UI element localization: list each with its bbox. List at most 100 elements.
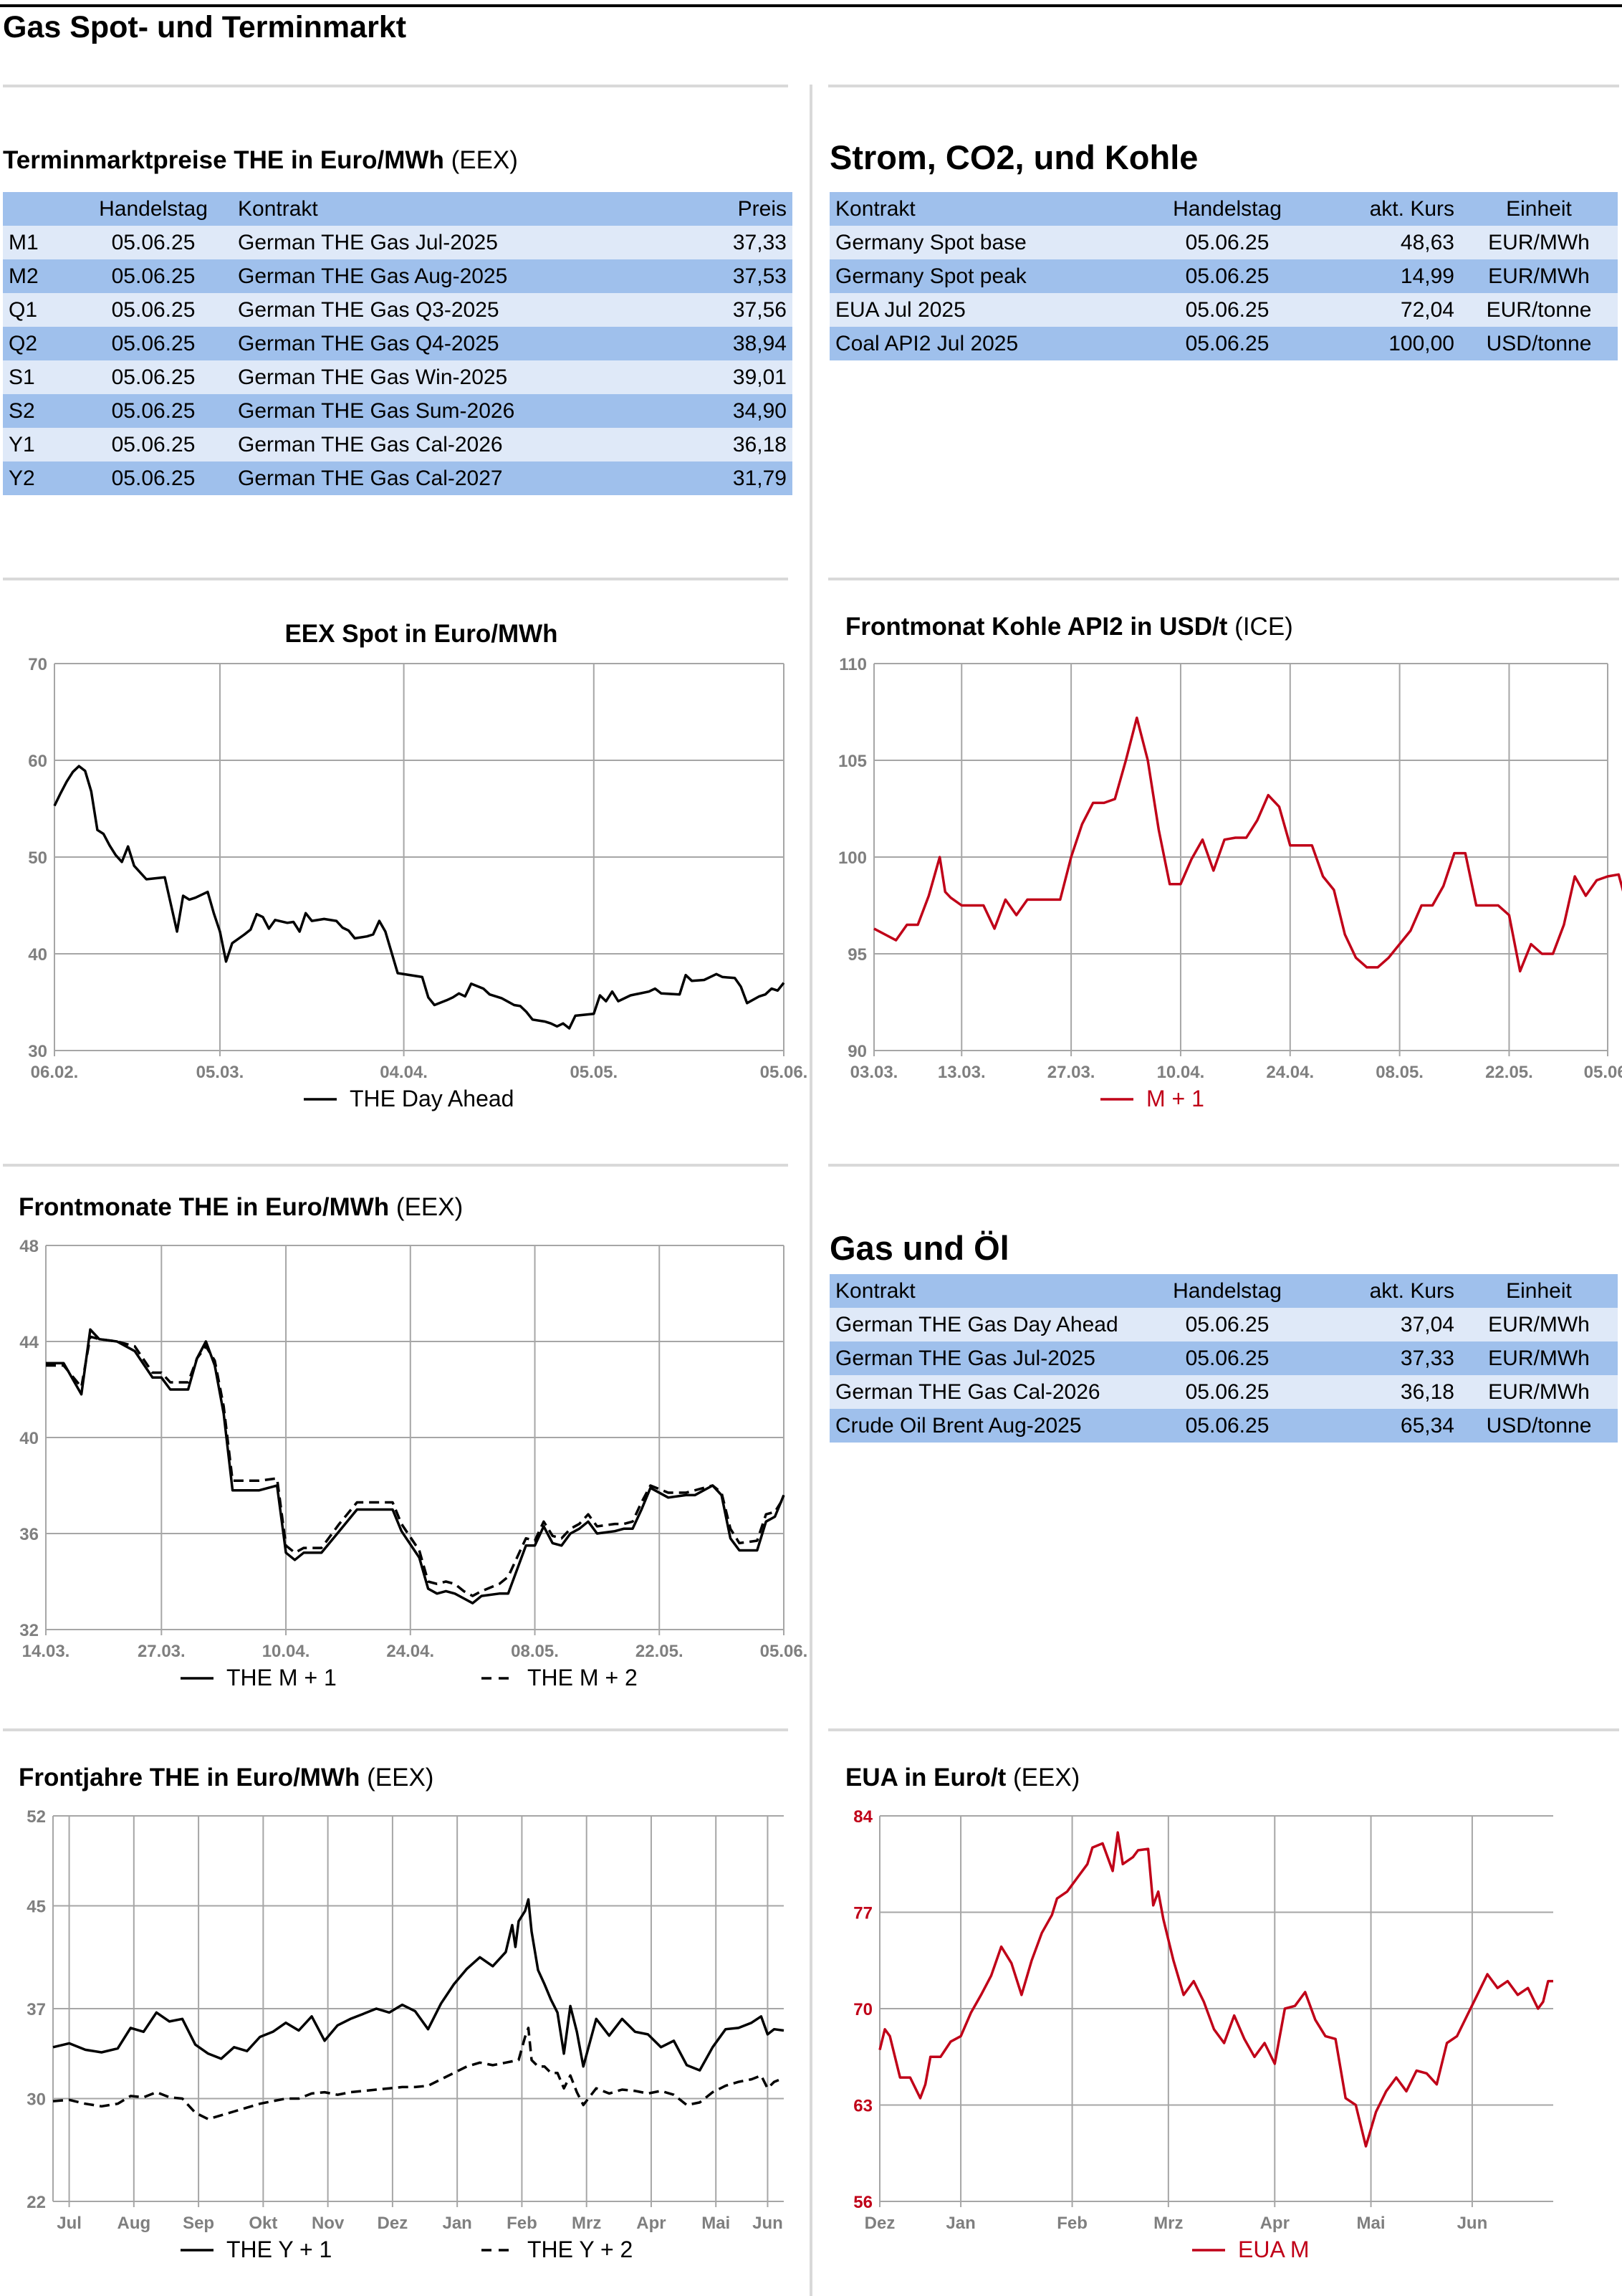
table-cell: German THE Gas Jul-2025	[232, 226, 633, 259]
strom-title: Strom, CO2, und Kohle	[830, 138, 1199, 176]
table-header-row: Kontrakt Handelstag akt. Kurs Einheit	[830, 192, 1618, 226]
x-tick-label: 05.03.	[196, 1063, 244, 1082]
gasoel-table: Kontrakt Handelstag akt. Kurs Einheit Ge…	[830, 1274, 1618, 1443]
x-tick-label: 10.04.	[262, 1642, 310, 1661]
y-tick-label: 52	[27, 1807, 46, 1827]
table-cell: Y2	[3, 461, 75, 495]
x-tick-label: Dez	[865, 2214, 896, 2233]
table-cell: EUA Jul 2025	[830, 293, 1138, 327]
y-tick-label: 110	[839, 655, 867, 674]
x-tick-label: Apr	[1260, 2214, 1290, 2233]
table-cell: S2	[3, 394, 75, 428]
table-cell: 39,01	[633, 360, 792, 394]
x-tick-label: 10.04.	[1157, 1063, 1205, 1082]
table-row: Q1 05.06.25 German THE Gas Q3-2025 37,56	[3, 293, 792, 327]
section-rule	[828, 85, 1619, 87]
table-cell: 36,18	[633, 428, 792, 461]
chart-title-source: (EEX)	[1006, 1764, 1080, 1792]
series-line-the-m-2	[46, 1335, 785, 1597]
section-rule	[828, 1164, 1619, 1167]
table-cell: 05.06.25	[75, 327, 232, 360]
table-cell: USD/tonne	[1460, 1409, 1618, 1443]
terminmarkt-source: (EEX)	[451, 146, 518, 174]
chart-title-text: Frontjahre THE in Euro/MWh	[19, 1764, 360, 1792]
x-tick-label: 08.05.	[511, 1642, 559, 1661]
table-cell: EUR/MWh	[1460, 1308, 1618, 1341]
table-cell: S1	[3, 360, 75, 394]
x-tick-label: 22.05.	[1485, 1063, 1533, 1082]
table-cell: EUR/MWh	[1460, 1375, 1618, 1409]
chart-title-text: EEX Spot in Euro/MWh	[284, 620, 557, 648]
x-tick-label: Mai	[1357, 2214, 1386, 2233]
column-header: Handelstag	[75, 192, 232, 226]
table-cell: German THE Gas Sum-2026	[232, 394, 633, 428]
x-tick-label: Apr	[636, 2214, 666, 2233]
table-cell: 05.06.25	[75, 226, 232, 259]
table-cell: 37,53	[633, 259, 792, 293]
table-cell: German THE Gas Day Ahead	[830, 1308, 1138, 1341]
legend-label: EUA M	[1238, 2237, 1310, 2262]
frontjahre-chart: 22 30 37 45 52 Jul Aug Sep Okt Nov Dez Jan Feb Mrz Apr…	[19, 1764, 784, 2262]
y-tick-label: 90	[848, 1042, 867, 1061]
y-tick-label: 32	[19, 1621, 39, 1640]
y-tick-label: 50	[28, 848, 47, 868]
section-rule	[3, 1164, 788, 1167]
x-tick-label: 06.02.	[31, 1063, 79, 1082]
x-tick-label: 05.06.	[760, 1063, 808, 1082]
x-tick-label: 14.03.	[22, 1642, 70, 1661]
table-cell: 31,79	[633, 461, 792, 495]
column-header: Handelstag	[1138, 192, 1317, 226]
table-cell: 05.06.25	[75, 394, 232, 428]
table-cell: 100,00	[1317, 327, 1460, 360]
chart-title: Frontmonat Kohle API2 in USD/t (ICE)	[845, 613, 1293, 641]
legend-label: M + 1	[1146, 1086, 1204, 1111]
table-cell: 05.06.25	[75, 360, 232, 394]
table-row: Germany Spot peak 05.06.25 14,99 EUR/MWh	[830, 259, 1618, 293]
gasoel-title: Gas und Öl	[830, 1229, 1009, 1267]
chart-title-source: (EEX)	[389, 1193, 463, 1221]
x-tick-label: Jan	[442, 2214, 471, 2233]
y-tick-label: 30	[28, 1042, 47, 1061]
table-cell: 05.06.25	[1138, 327, 1317, 360]
table-row: German THE Gas Day Ahead 05.06.25 37,04 EUR…	[830, 1308, 1618, 1341]
legend-label: THE Y + 2	[527, 2237, 633, 2262]
table-row: Germany Spot base 05.06.25 48,63 EUR/MWh	[830, 226, 1618, 259]
table-cell: 34,90	[633, 394, 792, 428]
table-row: German THE Gas Jul-2025 05.06.25 37,33 EUR/…	[830, 1341, 1618, 1375]
table-cell: 37,33	[633, 226, 792, 259]
spot-chart: 30 40 50 60 70 06.02. 05.03. 04.04. 05.05. 05.06.…	[28, 620, 808, 1111]
x-tick-label: 05.05.	[570, 1063, 618, 1082]
column-header: Kontrakt	[232, 192, 633, 226]
table-row: German THE Gas Cal-2026 05.06.25 36,18 EUR/…	[830, 1375, 1618, 1409]
column-header: akt. Kurs	[1317, 1274, 1460, 1308]
column-divider	[810, 85, 812, 2296]
x-tick-label: Okt	[249, 2214, 277, 2233]
x-tick-label: 08.05.	[1376, 1063, 1424, 1082]
table-cell: 05.06.25	[1138, 293, 1317, 327]
x-tick-label: Mrz	[572, 2214, 601, 2233]
x-tick-label: Mrz	[1153, 2214, 1183, 2233]
table-cell: 05.06.25	[1138, 1409, 1317, 1443]
legend-label: THE M + 2	[527, 1665, 638, 1690]
table-cell: German THE Gas Cal-2026	[232, 428, 633, 461]
section-rule	[3, 85, 788, 87]
y-tick-label: 22	[27, 2193, 46, 2212]
table-cell: USD/tonne	[1460, 327, 1618, 360]
column-header: Einheit	[1460, 192, 1618, 226]
section-rule	[3, 1728, 788, 1731]
legend-label: THE Day Ahead	[350, 1086, 514, 1111]
y-tick-label: 40	[28, 945, 47, 965]
table-cell: EUR/tonne	[1460, 293, 1618, 327]
chart-title: Frontmonate THE in Euro/MWh (EEX)	[19, 1193, 463, 1221]
y-tick-label: 40	[19, 1429, 39, 1448]
table-cell: German THE Gas Jul-2025	[830, 1341, 1138, 1375]
table-cell: 05.06.25	[1138, 226, 1317, 259]
table-cell: 38,94	[633, 327, 792, 360]
table-cell: Y1	[3, 428, 75, 461]
table-cell: 05.06.25	[75, 259, 232, 293]
series-line-the-m-1	[46, 1328, 785, 1604]
chart-title-text: Frontmonate THE in Euro/MWh	[19, 1193, 389, 1221]
table-cell: EUR/MWh	[1460, 259, 1618, 293]
table-cell: 05.06.25	[75, 461, 232, 495]
x-tick-label: 05.06.	[760, 1642, 808, 1661]
